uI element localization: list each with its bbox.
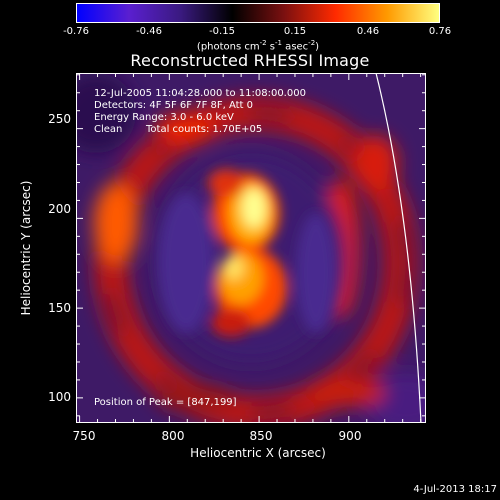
y-tick-label: 200 bbox=[48, 202, 71, 216]
colorbar-tick: 0.76 bbox=[428, 26, 452, 37]
info-clean: Clean bbox=[94, 124, 123, 135]
y-tick-label: 250 bbox=[48, 112, 71, 126]
info-peak-position: Position of Peak = [847,199] bbox=[94, 397, 237, 408]
axis-ticks bbox=[76, 73, 426, 423]
colorbar-tick: 0.46 bbox=[356, 26, 380, 37]
colorbar-tick: 0.15 bbox=[283, 26, 307, 37]
timestamp-footer: 4-Jul-2013 18:17 bbox=[413, 484, 497, 495]
info-time-range: 12-Jul-2005 11:04:28.000 to 11:08:00.000 bbox=[94, 88, 306, 99]
emission-map bbox=[76, 73, 426, 423]
x-tick-label: 750 bbox=[72, 429, 96, 443]
info-detectors: Detectors: 4F 5F 6F 7F 8F, Att 0 bbox=[94, 100, 254, 111]
x-tick-label: 900 bbox=[338, 429, 362, 443]
y-tick-label: 100 bbox=[48, 390, 71, 404]
colorbar-tick: -0.15 bbox=[209, 26, 235, 37]
heatmap-plot bbox=[76, 73, 426, 423]
colorbar-tick: -0.46 bbox=[136, 26, 162, 37]
y-tick-label: 150 bbox=[48, 301, 71, 315]
colorbar-gradient bbox=[77, 4, 439, 22]
plot-frame bbox=[76, 73, 426, 423]
y-axis-label: Heliocentric Y (arcsec) bbox=[19, 180, 33, 316]
solar-limb-line bbox=[375, 73, 422, 423]
chart-title: Reconstructed RHESSI Image bbox=[130, 51, 370, 70]
info-energy-range: Energy Range: 3.0 - 6.0 keV bbox=[94, 112, 234, 123]
x-tick-label: 800 bbox=[161, 429, 185, 443]
colorbar-tick: -0.76 bbox=[63, 26, 89, 37]
colorbar bbox=[76, 3, 440, 23]
info-total-counts: Total counts: 1.70E+05 bbox=[146, 124, 263, 135]
x-tick-label: 850 bbox=[249, 429, 273, 443]
x-axis-label: Heliocentric X (arcsec) bbox=[190, 446, 326, 460]
colorbar-unit-label: (photons cm-2 s-1 asec-2) bbox=[196, 39, 320, 53]
